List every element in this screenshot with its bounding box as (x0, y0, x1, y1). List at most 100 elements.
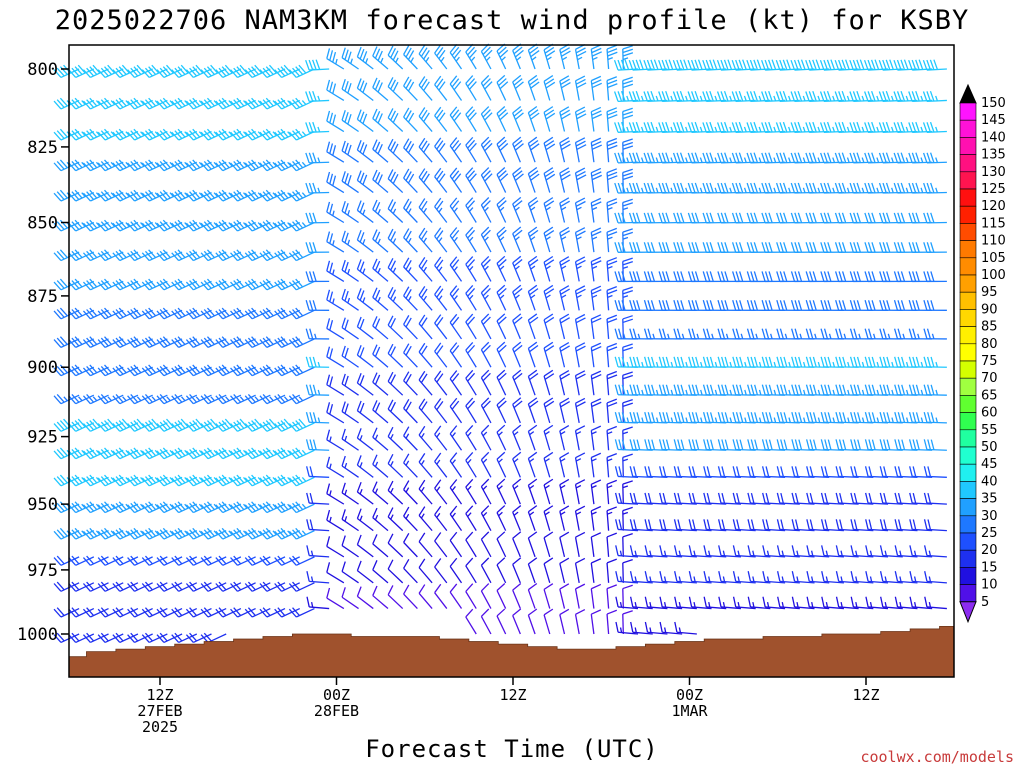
colorbar-label: 80 (981, 337, 998, 352)
wind-barb (574, 425, 586, 451)
wind-barb (326, 110, 345, 133)
wind-barb (244, 249, 271, 262)
wind-barb (418, 452, 433, 478)
wind-barb (543, 75, 556, 101)
wind-barb (574, 313, 586, 340)
wind-barb (387, 585, 404, 610)
wind-barb (480, 451, 492, 478)
wind-barb (590, 505, 602, 531)
wind-barb (259, 336, 286, 348)
wind-barb (606, 453, 618, 478)
wind-barb (326, 318, 345, 340)
wind-barb (141, 189, 168, 202)
wind-barb (434, 505, 448, 532)
wind-barb (372, 585, 389, 610)
wind-barb (230, 64, 256, 79)
wind-barb (418, 227, 433, 253)
wind-barb (512, 284, 523, 311)
wind-barb (274, 97, 301, 110)
colorbar-label: 145 (981, 113, 1006, 128)
wind-barb (865, 596, 889, 610)
wind-barb (465, 478, 477, 505)
wind-barb (403, 584, 418, 609)
wind-barb (543, 167, 556, 193)
wind-barb (590, 256, 602, 282)
wind-barb (480, 313, 492, 340)
wind-barb (127, 393, 153, 405)
wind-barb (606, 257, 618, 282)
wind-barb (200, 336, 227, 348)
wind-barb (791, 545, 815, 558)
wind-barb (628, 121, 653, 133)
wind-barb (156, 307, 183, 320)
colorbar-label: 10 (981, 578, 998, 593)
wind-barb (527, 608, 538, 635)
wind-barb (658, 90, 683, 103)
wind-barb (372, 169, 389, 194)
wind-barb (615, 545, 639, 558)
y-tick-label: 975 (27, 561, 58, 581)
wind-barb (156, 189, 183, 202)
wind-barb (112, 189, 139, 202)
wind-barb (512, 43, 524, 70)
wind-barb (574, 557, 586, 583)
wind-barb (112, 219, 139, 232)
wind-barb (629, 492, 653, 505)
wind-barb (746, 182, 771, 194)
wind-barb (171, 307, 198, 320)
wind-barb (834, 59, 859, 71)
wind-barb (731, 90, 756, 103)
wind-barb (909, 571, 933, 584)
wind-barb (644, 519, 668, 532)
wind-barb (674, 621, 697, 635)
wind-barb (923, 300, 947, 311)
wind-barb (156, 97, 183, 110)
wind-barb (141, 501, 168, 514)
wind-barb (215, 474, 242, 487)
wind-barb (923, 328, 947, 340)
wind-barb (835, 384, 859, 396)
wind-barb (672, 90, 697, 103)
wind-barb (496, 608, 507, 635)
wind-barb (288, 307, 315, 320)
wind-barb (909, 492, 933, 505)
wind-barb (465, 136, 477, 163)
wind-barb (909, 545, 933, 558)
wind-barb (449, 137, 463, 163)
wind-barb (673, 328, 697, 340)
wind-barb (97, 249, 124, 262)
colorbar-label: 120 (981, 199, 1006, 214)
wind-barb (465, 43, 477, 70)
wind-barb (923, 271, 947, 283)
wind-barb (171, 278, 198, 291)
wind-barbs (53, 43, 947, 644)
wind-barb (274, 159, 301, 172)
wind-barb (418, 398, 433, 424)
wind-barb (68, 474, 95, 487)
wind-barb (674, 571, 697, 584)
wind-barb (574, 227, 586, 253)
wind-barb (527, 505, 538, 531)
chart-title: 2025022706 NAM3KM forecast wind profile … (55, 5, 970, 36)
wind-barb (341, 535, 359, 558)
wind-barb (819, 121, 844, 133)
wind-barb (200, 128, 227, 141)
wind-barb (127, 418, 153, 432)
wind-barb (449, 106, 463, 132)
wind-barb (574, 197, 586, 223)
wind-barb (259, 555, 286, 566)
wind-barb (922, 59, 947, 71)
wind-barb (543, 451, 554, 478)
wind-barb (574, 479, 586, 505)
wind-barb (922, 152, 947, 164)
wind-barb (835, 519, 859, 532)
wind-barb (658, 59, 683, 71)
wind-barb (923, 545, 947, 558)
wind-barb (923, 492, 947, 505)
wind-barb (156, 364, 183, 377)
wind-barb (185, 393, 212, 405)
wind-barb (326, 289, 345, 311)
wind-barb (434, 532, 448, 558)
wind-barb (543, 369, 555, 396)
wind-barb (403, 426, 418, 451)
